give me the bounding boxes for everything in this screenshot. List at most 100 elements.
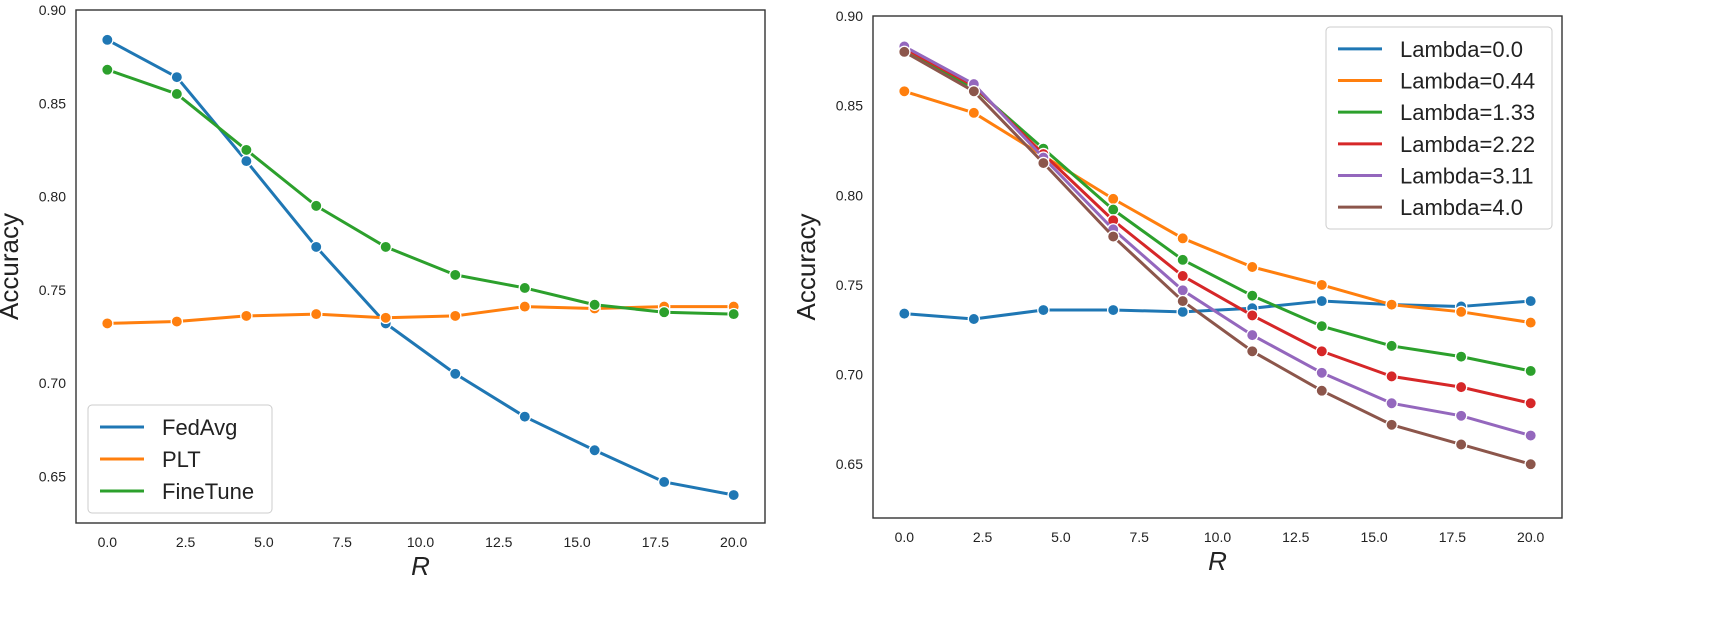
- data-point: [1176, 232, 1189, 245]
- data-point: [1246, 345, 1259, 358]
- x-tick-label: 20.0: [720, 534, 747, 550]
- data-point: [1037, 303, 1050, 317]
- x-tick-label: 15.0: [563, 534, 590, 550]
- x-axis-label: R: [1208, 546, 1227, 576]
- data-point: [1106, 192, 1120, 206]
- data-point: [1315, 366, 1329, 380]
- data-point: [1454, 380, 1468, 394]
- y-tick-label: 0.80: [836, 187, 863, 203]
- data-point: [967, 312, 981, 326]
- data-point: [1524, 364, 1537, 378]
- y-tick-label: 0.85: [836, 98, 863, 114]
- data-point: [967, 106, 981, 120]
- data-point: [1454, 350, 1468, 363]
- x-tick-label: 12.5: [485, 534, 512, 550]
- data-point: [1524, 457, 1537, 471]
- x-axis-label: R: [411, 551, 430, 581]
- data-point: [1106, 203, 1120, 216]
- data-point: [1246, 260, 1259, 274]
- data-point: [379, 311, 392, 325]
- x-tick-label: 10.0: [407, 534, 434, 550]
- legend-label: FedAvg: [162, 415, 237, 440]
- legend-label: PLT: [162, 447, 201, 472]
- data-point: [1385, 397, 1398, 410]
- data-point: [1315, 294, 1329, 308]
- legend-label: Lambda=0.44: [1400, 69, 1535, 94]
- x-tick-label: 0.0: [98, 534, 118, 550]
- data-point: [657, 305, 671, 319]
- data-point: [1385, 370, 1398, 383]
- series-line: [105, 68, 736, 316]
- legend-label: Lambda=0.0: [1400, 37, 1523, 62]
- data-point: [449, 309, 462, 323]
- data-point: [309, 307, 323, 321]
- plot-frame: [75, 9, 766, 524]
- x-tick-label: 12.5: [1282, 529, 1309, 545]
- y-tick-label: 0.90: [836, 8, 863, 24]
- series-line: [902, 299, 1533, 321]
- data-point: [1385, 298, 1398, 311]
- y-tick-label: 0.80: [39, 189, 66, 205]
- data-point: [1037, 156, 1050, 170]
- y-tick-label: 0.90: [39, 2, 66, 18]
- data-point: [170, 87, 184, 101]
- legend-label: Lambda=4.0: [1400, 195, 1523, 220]
- data-point: [1524, 316, 1537, 329]
- data-point: [1176, 294, 1189, 308]
- data-point: [727, 488, 740, 502]
- data-point: [1524, 294, 1537, 308]
- series-line: [902, 89, 1533, 325]
- legend: Lambda=0.0 Lambda=0.44 Lambda=1.33 Lambda=2…: [1325, 26, 1553, 230]
- series-line: [105, 38, 736, 497]
- data-point: [1315, 319, 1329, 333]
- y-tick-label: 0.65: [836, 456, 863, 472]
- data-point: [727, 307, 740, 321]
- series-lambda-4-0: [898, 45, 1537, 471]
- x-tick-label: 5.0: [254, 534, 274, 550]
- data-point: [657, 475, 671, 489]
- data-point: [1385, 418, 1398, 432]
- x-tick-label: 5.0: [1051, 529, 1071, 545]
- series-finetune: [101, 63, 740, 321]
- data-point: [240, 309, 253, 323]
- y-tick-label: 0.85: [39, 95, 66, 111]
- x-tick-label: 7.5: [1129, 529, 1149, 545]
- data-point: [101, 63, 114, 76]
- data-point: [518, 300, 532, 313]
- legend-box: [87, 404, 273, 514]
- legend-label: Lambda=1.33: [1400, 100, 1535, 125]
- x-tick-label: 17.5: [1439, 529, 1466, 545]
- x-tick-label: 15.0: [1360, 529, 1387, 545]
- chart-right: 0.0 2.5 5.0 7.5 10.0 12.5 15.0 17.5 20.0 0.65 0.70…: [791, 8, 1563, 576]
- y-axis-label: Accuracy: [0, 213, 24, 320]
- data-point: [588, 443, 601, 457]
- x-tick-label: 2.5: [176, 534, 196, 550]
- data-point: [1176, 284, 1189, 297]
- data-point: [1246, 309, 1259, 322]
- data-point: [1315, 384, 1329, 397]
- data-point: [240, 143, 253, 157]
- data-point: [1454, 409, 1468, 423]
- data-point: [1106, 230, 1120, 243]
- x-tick-label: 0.0: [895, 529, 915, 545]
- data-point: [1454, 305, 1468, 319]
- data-point: [449, 367, 462, 381]
- y-axis-label: Accuracy: [791, 214, 821, 321]
- x-tick-label: 10.0: [1204, 529, 1231, 545]
- data-point: [967, 85, 981, 98]
- data-point: [1246, 328, 1259, 342]
- data-point: [240, 154, 253, 168]
- data-point: [898, 45, 911, 59]
- data-point: [379, 240, 392, 254]
- data-point: [588, 298, 601, 311]
- data-point: [1176, 253, 1189, 267]
- y-tick-label: 0.70: [39, 375, 66, 391]
- data-point: [1524, 429, 1537, 442]
- data-point: [1385, 339, 1398, 353]
- data-point: [101, 317, 114, 330]
- data-point: [1454, 438, 1468, 451]
- legend-label: FineTune: [162, 479, 254, 504]
- data-point: [101, 33, 114, 47]
- data-point: [898, 85, 911, 98]
